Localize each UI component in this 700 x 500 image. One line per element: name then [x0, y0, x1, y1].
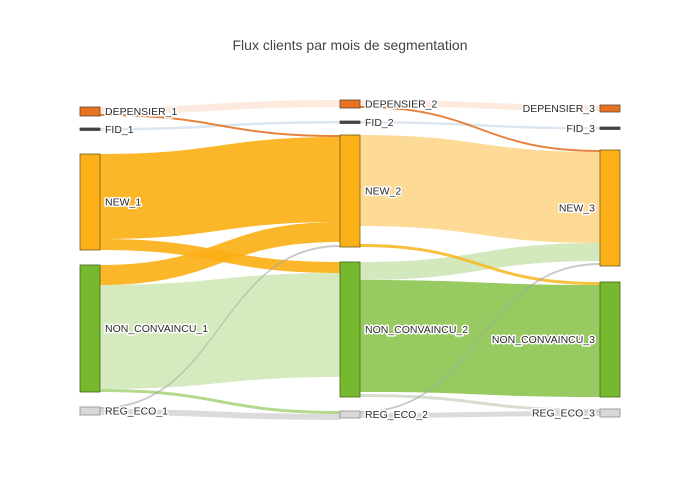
link-NON_CONVAINCU_1-to-NEW_2[interactable]: [100, 222, 340, 285]
node-REG_ECO_1[interactable]: [79, 406, 101, 416]
node-NEW_2[interactable]: [339, 134, 361, 248]
node-NON_CONVAINCU_2[interactable]: [339, 261, 361, 398]
node-label-NON_CONVAINCU_2: NON_CONVAINCU_2: [365, 324, 468, 336]
node-label-FID_1: FID_1: [105, 124, 134, 136]
link-DEPENSIER_2-to-DEPENSIER_3[interactable]: [360, 100, 600, 111]
node-DEPENSIER_3[interactable]: [599, 104, 621, 113]
node-FID_1[interactable]: [79, 127, 101, 131]
node-label-DEPENSIER_1: DEPENSIER_1: [105, 106, 178, 118]
node-label-NON_CONVAINCU_3: NON_CONVAINCU_3: [492, 334, 595, 346]
node-label-REG_ECO_1: REG_ECO_1: [105, 406, 168, 418]
link-FID_2-to-FID_3[interactable]: [360, 121, 600, 130]
link-NON_CONVAINCU_1-to-NON_CONVAINCU_2[interactable]: [100, 273, 340, 389]
link-DEPENSIER_1-to-DEPENSIER_2[interactable]: [100, 100, 340, 114]
node-NON_CONVAINCU_1[interactable]: [79, 264, 101, 393]
link-NEW_2-to-NON_CONVAINCU_3[interactable]: [360, 244, 600, 285]
node-label-NEW_2: NEW_2: [365, 186, 401, 198]
node-NON_CONVAINCU_3[interactable]: [599, 281, 621, 398]
node-DEPENSIER_1[interactable]: [79, 106, 101, 117]
node-label-NON_CONVAINCU_1: NON_CONVAINCU_1: [105, 323, 208, 335]
chart-title: Flux clients par mois de segmentation: [233, 37, 468, 53]
labels-layer: DEPENSIER_1 FID_1 NEW_1 NON_CONVAINCU_1 REG_…: [104, 97, 597, 423]
node-label-DEPENSIER_3: DEPENSIER_3: [523, 103, 596, 115]
link-REG_ECO_1-to-NEW_2[interactable]: [100, 245, 340, 409]
node-REG_ECO_3[interactable]: [599, 408, 621, 418]
link-DEPENSIER_2-to-NEW_3[interactable]: [360, 106, 600, 152]
node-NEW_1[interactable]: [79, 153, 101, 251]
link-NEW_2-to-NEW_3[interactable]: [360, 135, 600, 243]
node-DEPENSIER_2[interactable]: [339, 99, 361, 109]
node-label-FID_3: FID_3: [566, 123, 595, 135]
node-FID_2[interactable]: [339, 120, 361, 124]
node-label-DEPENSIER_2: DEPENSIER_2: [365, 99, 438, 111]
node-NEW_3[interactable]: [599, 149, 621, 267]
node-label-FID_2: FID_2: [365, 117, 394, 129]
link-REG_ECO_2-to-NEW_3[interactable]: [360, 263, 600, 413]
node-label-NEW_1: NEW_1: [105, 197, 141, 209]
link-NON_CONVAINCU_1-to-REG_ECO_2[interactable]: [100, 389, 340, 414]
link-NEW_1-to-NEW_2[interactable]: [100, 137, 340, 239]
link-NON_CONVAINCU_2-to-NEW_3[interactable]: [360, 243, 600, 280]
link-DEPENSIER_1-to-NEW_2[interactable]: [100, 114, 340, 137]
node-label-NEW_3: NEW_3: [559, 203, 595, 215]
node-REG_ECO_2[interactable]: [339, 410, 361, 419]
nodes-layer: [79, 99, 621, 419]
node-label-REG_ECO_2: REG_ECO_2: [365, 409, 428, 421]
links-layer: [100, 100, 600, 420]
node-label-REG_ECO_3: REG_ECO_3: [532, 408, 595, 420]
link-REG_ECO_1-to-REG_ECO_2[interactable]: [100, 409, 340, 420]
link-REG_ECO_2-to-REG_ECO_3[interactable]: [360, 411, 600, 418]
node-FID_3[interactable]: [599, 126, 621, 130]
link-NON_CONVAINCU_2-to-REG_ECO_3[interactable]: [360, 394, 600, 412]
